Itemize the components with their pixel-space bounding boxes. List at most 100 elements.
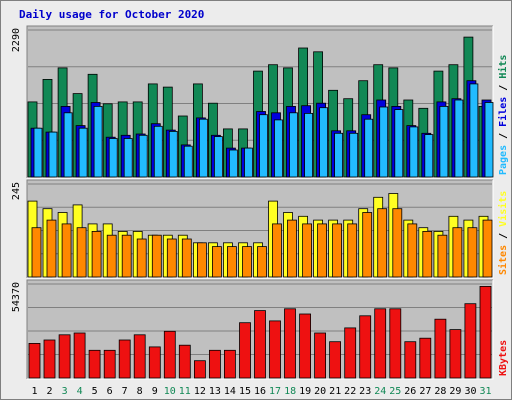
bar-pages-day-2 <box>48 131 58 178</box>
bar-sites-day-12 <box>196 242 207 278</box>
bar-kbytes-day-21 <box>329 341 342 379</box>
bar-pages-day-3 <box>63 112 73 178</box>
panel-max-label: 245 <box>11 182 22 200</box>
day-label-13: 13 <box>209 386 221 397</box>
bar-sites-day-14 <box>226 246 237 278</box>
bar-pages-day-4 <box>78 127 88 178</box>
day-label-30: 30 <box>464 386 476 397</box>
bar-pages-day-6 <box>108 138 118 178</box>
bar-pages-day-1 <box>33 127 43 178</box>
bar-pages-day-12 <box>198 118 208 178</box>
bar-sites-day-1 <box>31 227 42 278</box>
bar-kbytes-day-27 <box>419 337 432 379</box>
bar-kbytes-day-5 <box>88 349 101 379</box>
bar-pages-day-18 <box>289 112 298 178</box>
day-label-3: 3 <box>62 386 68 397</box>
bar-kbytes-day-28 <box>434 318 447 379</box>
panel-side-label: Sites / Visits <box>497 191 509 275</box>
panel-border-light <box>27 280 494 380</box>
panel-border-light <box>27 26 494 179</box>
bar-kbytes-day-16 <box>254 310 266 379</box>
bar-kbytes-day-18 <box>284 308 296 379</box>
bar-pages-day-16 <box>259 114 268 178</box>
day-label-28: 28 <box>434 386 446 397</box>
side-label-segment: / <box>498 227 509 245</box>
bar-sites-day-20 <box>317 223 328 278</box>
bar-kbytes-day-3 <box>58 334 71 379</box>
day-label-6: 6 <box>107 386 113 397</box>
bar-pages-day-27 <box>424 134 434 178</box>
bar-pages-day-24 <box>379 106 389 178</box>
bar-sites-day-26 <box>407 223 418 278</box>
bar-kbytes-day-14 <box>223 349 236 379</box>
panel-border-dark <box>26 179 493 278</box>
bar-kbytes-day-22 <box>344 327 357 379</box>
bar-kbytes-day-15 <box>239 322 251 379</box>
bar-sites-day-19 <box>302 223 313 278</box>
day-label-29: 29 <box>449 386 461 397</box>
bar-kbytes-day-13 <box>208 349 221 379</box>
bar-pages-day-23 <box>364 118 374 178</box>
bar-pages-day-25 <box>394 109 404 178</box>
bar-pages-day-28 <box>439 106 449 178</box>
bar-sites-day-8 <box>136 238 147 278</box>
bar-sites-day-13 <box>211 246 222 278</box>
bar-kbytes-day-2 <box>43 339 56 379</box>
bar-sites-day-4 <box>76 227 87 278</box>
bar-pages-day-5 <box>93 106 103 178</box>
bar-sites-day-31 <box>482 219 493 278</box>
bar-sites-day-25 <box>392 208 403 278</box>
bar-kbytes-day-26 <box>404 341 417 379</box>
bar-pages-day-26 <box>409 126 419 178</box>
bar-sites-day-16 <box>257 246 267 278</box>
chart-title: Daily usage for October 2020 <box>19 8 204 21</box>
bar-kbytes-day-9 <box>148 346 161 379</box>
bar-sites-day-21 <box>332 223 343 278</box>
bar-sites-day-5 <box>91 230 102 278</box>
side-label-segment: KBytes <box>498 340 509 376</box>
bar-kbytes-day-1 <box>28 342 41 379</box>
panel-max-label: 54370 <box>11 282 22 312</box>
bar-pages-day-11 <box>183 145 193 178</box>
bar-kbytes-day-24 <box>374 308 387 379</box>
day-label-5: 5 <box>92 386 98 397</box>
day-label-23: 23 <box>359 386 371 397</box>
side-label-segment: / <box>498 79 509 97</box>
day-label-19: 19 <box>299 386 311 397</box>
day-label-10: 10 <box>164 386 176 397</box>
bar-pages-day-13 <box>213 136 223 178</box>
day-label-14: 14 <box>224 386 236 397</box>
day-label-9: 9 <box>152 386 158 397</box>
side-label-segment: Files <box>497 97 509 127</box>
day-label-17: 17 <box>269 386 281 397</box>
bar-sites-day-17 <box>272 223 282 278</box>
bar-pages-day-10 <box>168 130 178 178</box>
bar-kbytes-day-30 <box>464 303 477 379</box>
bar-pages-day-29 <box>454 99 464 178</box>
day-label-4: 4 <box>77 386 83 397</box>
bar-pages-day-14 <box>228 149 238 178</box>
day-label-1: 1 <box>31 386 37 397</box>
day-label-2: 2 <box>46 386 52 397</box>
panel-border-dark <box>26 25 493 178</box>
bar-kbytes-day-10 <box>163 330 176 379</box>
bar-kbytes-day-29 <box>449 329 462 379</box>
day-label-8: 8 <box>137 386 143 397</box>
day-label-22: 22 <box>344 386 356 397</box>
panel-border-light <box>27 180 494 279</box>
bar-kbytes-day-11 <box>178 344 191 379</box>
side-label-segment: Hits <box>497 55 509 79</box>
bar-sites-day-29 <box>452 227 463 278</box>
side-label-segment: Pages <box>498 145 509 175</box>
bar-sites-day-23 <box>362 212 373 278</box>
bar-kbytes-day-6 <box>103 349 116 379</box>
bar-kbytes-day-25 <box>389 308 402 379</box>
bar-pages-day-15 <box>244 147 253 178</box>
bar-sites-day-2 <box>46 219 57 278</box>
bar-pages-day-31 <box>484 102 494 178</box>
day-label-21: 21 <box>329 386 341 397</box>
bar-kbytes-day-31 <box>479 285 492 379</box>
day-label-27: 27 <box>419 386 431 397</box>
day-label-7: 7 <box>122 386 128 397</box>
